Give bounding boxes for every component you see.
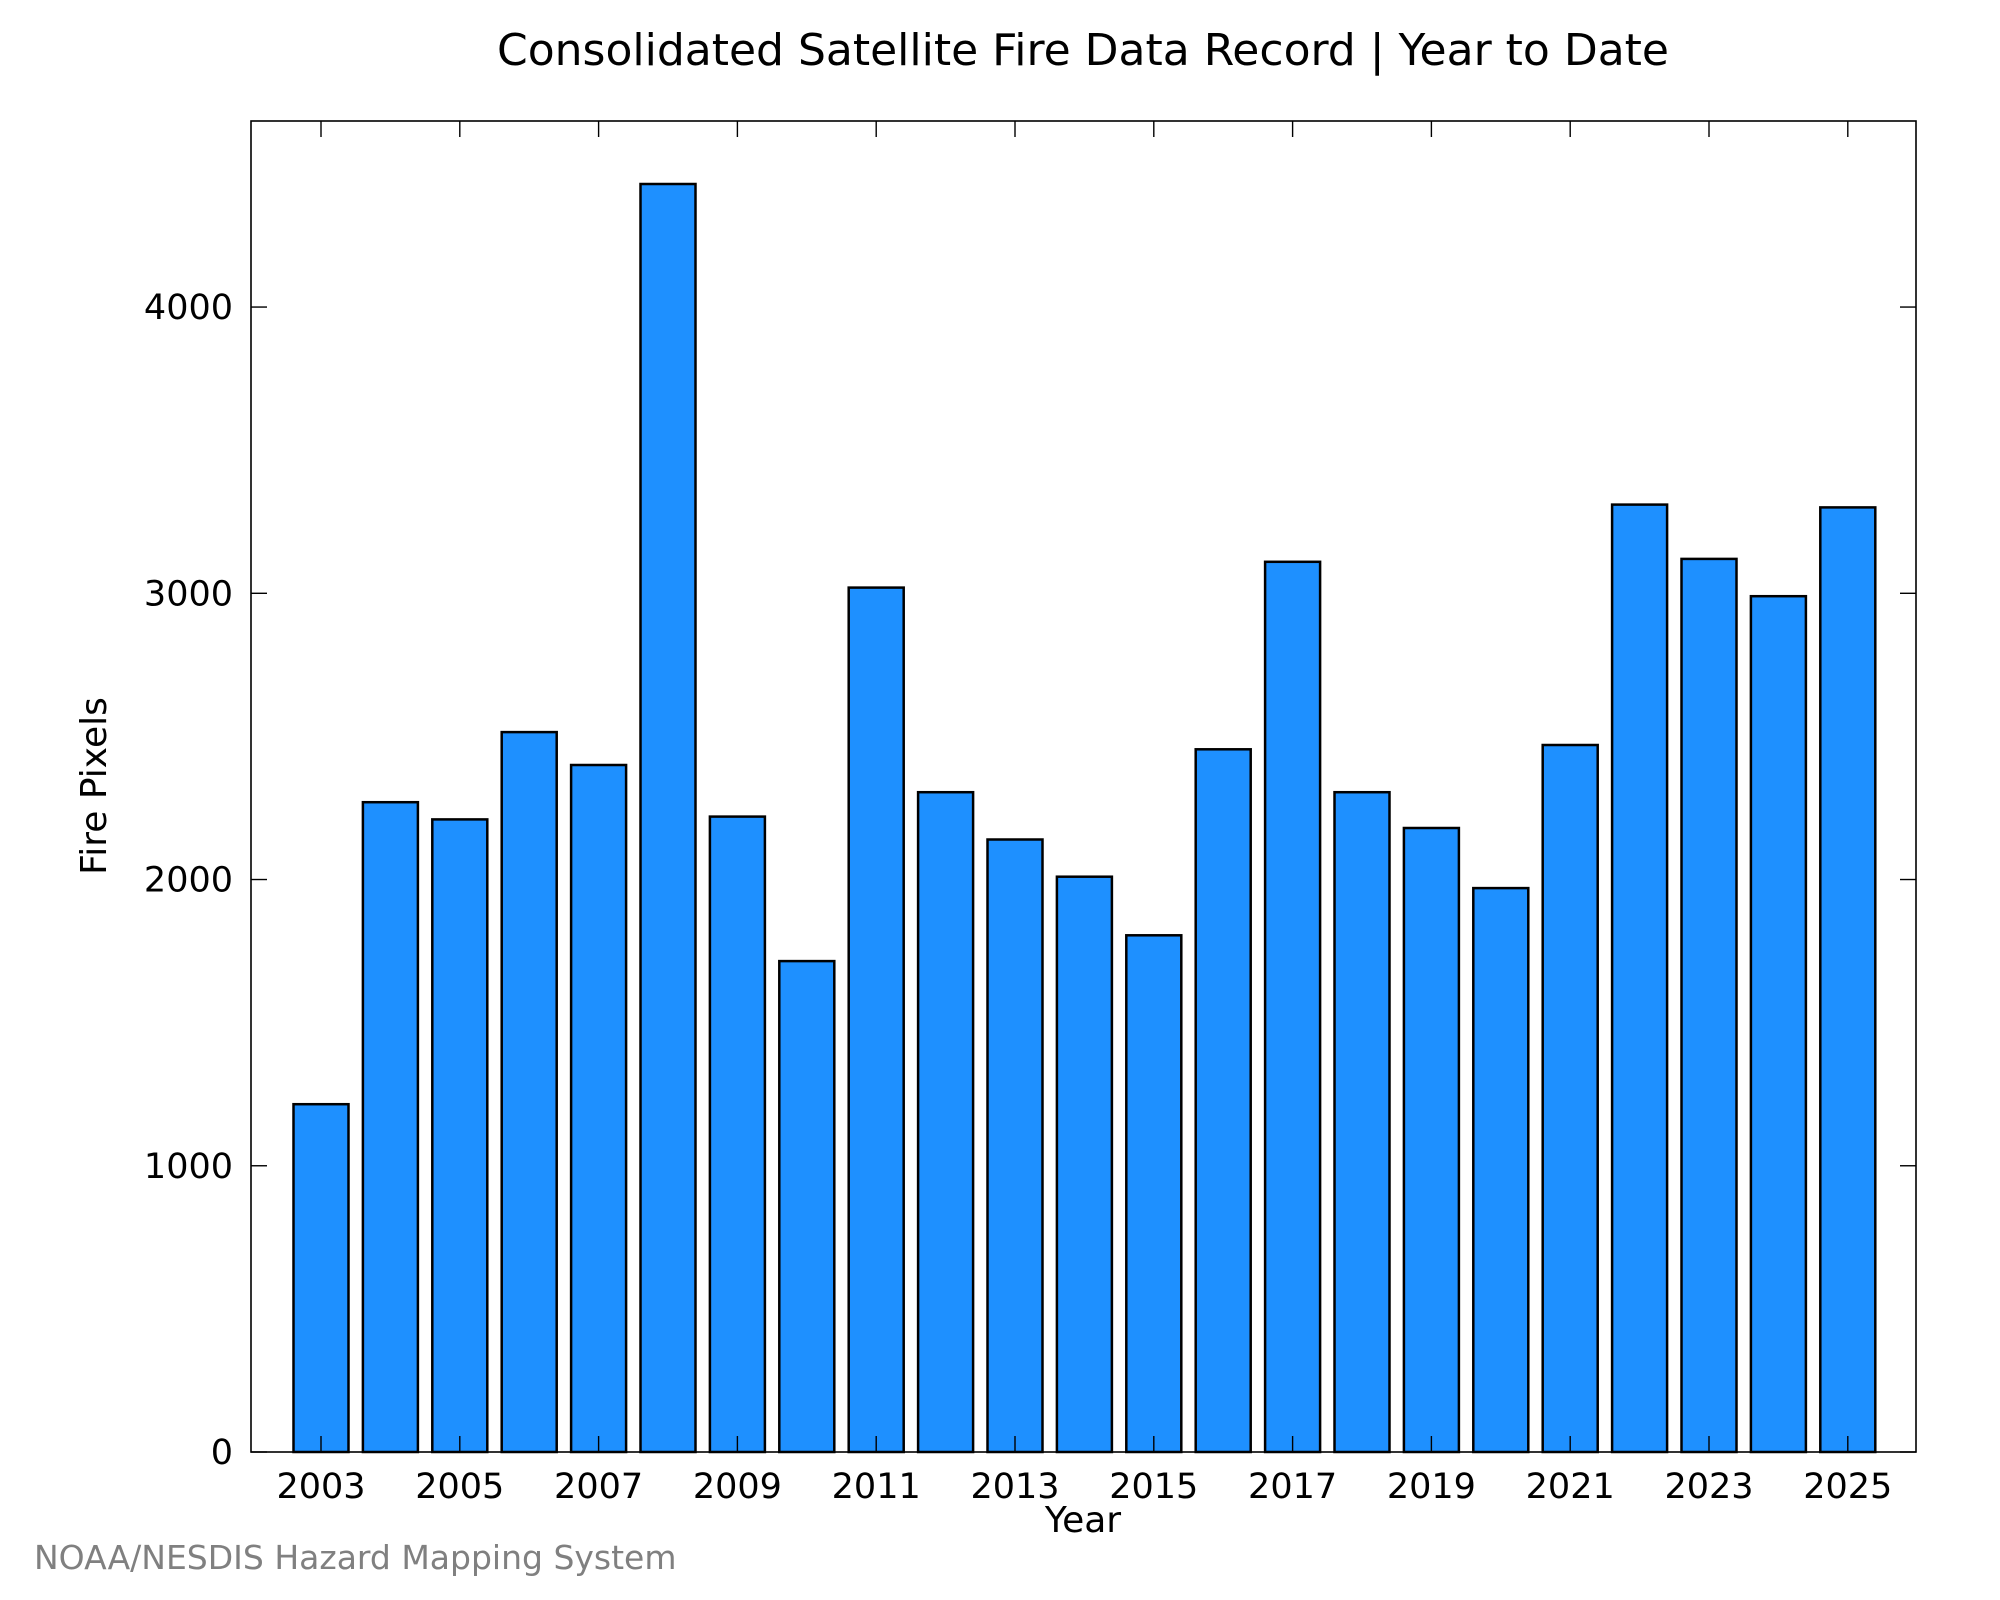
x-tick-label-2007: 2007 [554, 1467, 643, 1507]
x-tick-label-2003: 2003 [276, 1467, 365, 1507]
bar-2009 [708, 815, 767, 1454]
bar-2013 [986, 838, 1044, 1454]
x-axis-label: Year [1044, 1500, 1121, 1541]
bar-2005 [431, 818, 489, 1454]
bar-2008 [639, 182, 697, 1454]
y-axis-label: Fire Pixels [74, 697, 115, 875]
x-tick-label-2025: 2025 [1803, 1467, 1892, 1507]
bar-2025 [1819, 506, 1877, 1454]
x-tick-label-2021: 2021 [1526, 1467, 1615, 1507]
bar-2006 [500, 730, 558, 1454]
x-tick-label-2009: 2009 [693, 1467, 782, 1507]
source-credit: NOAA/NESDIS Hazard Mapping System [34, 1538, 677, 1577]
x-tick-label-2013: 2013 [970, 1467, 1059, 1507]
bar-2010 [778, 959, 836, 1454]
bar-2017 [1263, 560, 1322, 1454]
x-tick-label-2015: 2015 [1109, 1467, 1198, 1507]
y-tick-label-2000: 2000 [144, 861, 233, 901]
x-tick-label-2005: 2005 [415, 1467, 504, 1507]
x-tick-label-2011: 2011 [832, 1467, 921, 1507]
bar-2007 [569, 763, 628, 1454]
bar-2016 [1194, 748, 1252, 1454]
ticks-group: 0 1000 2000 3000 4000 2003 2005 2007 2009 2011 201… [144, 121, 1916, 1507]
bar-2019 [1402, 826, 1461, 1454]
plot-frame [250, 120, 1917, 1453]
x-tick-label-2023: 2023 [1664, 1467, 1753, 1507]
bar-2011 [847, 586, 905, 1454]
bar-2012 [916, 790, 975, 1454]
bar-2021 [1541, 743, 1599, 1454]
x-tick-label-2017: 2017 [1248, 1467, 1337, 1507]
x-tick-label-2019: 2019 [1387, 1467, 1476, 1507]
bars-group [292, 182, 1877, 1454]
bar-2014 [1055, 875, 1114, 1454]
y-tick-label-3000: 3000 [144, 574, 233, 614]
chart-title: Consolidated Satellite Fire Data Record … [497, 25, 1669, 76]
bar-2004 [361, 800, 420, 1454]
y-tick-label-1000: 1000 [144, 1147, 233, 1187]
bar-2018 [1333, 790, 1391, 1454]
bar-2020 [1472, 886, 1530, 1454]
bar-2024 [1749, 594, 1808, 1454]
bar-2003 [292, 1102, 350, 1454]
bar-2023 [1680, 557, 1738, 1454]
bar-2022 [1610, 503, 1669, 1454]
y-tick-label-4000: 4000 [144, 288, 233, 328]
bar-2015 [1125, 934, 1183, 1454]
y-tick-label-0: 0 [211, 1433, 233, 1473]
